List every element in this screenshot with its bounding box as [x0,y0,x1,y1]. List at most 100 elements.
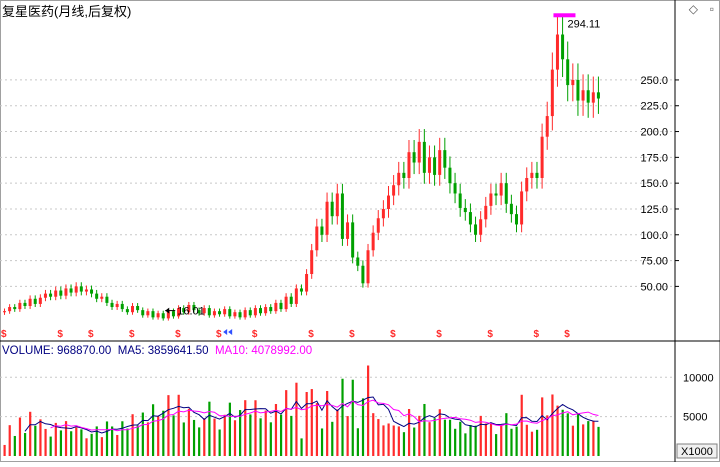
y-tick-label: 250.0 [640,75,668,87]
candle-body [381,208,385,219]
candle-body [110,302,114,308]
dividend-marker: $ [252,329,258,340]
candle-body [8,307,12,312]
volume-bar [346,416,349,456]
chart-title: 复星医药(月线,后复权) [2,4,132,19]
volume-bar [392,425,395,456]
candle-body [463,207,467,213]
volume-bar [259,418,262,456]
candle-body [156,313,160,318]
dividend-marker: $ [88,329,94,340]
volume-bar [95,426,98,456]
volume-legend: VOLUME: 968870.00 MA5: 3859641.50 MA10: … [2,345,313,357]
peak-highlight [553,13,576,18]
candle-body [136,306,140,311]
candle-body [499,183,503,196]
volume-bar [141,412,144,456]
candle-body [581,90,585,101]
ma10-legend-label: MA10 [214,345,245,357]
volume-bar [387,423,390,456]
candlestick-series[interactable] [3,15,600,321]
volume-bar [274,404,278,456]
volume-bar [244,400,247,456]
volume-bar [228,402,231,456]
volume-bar [320,428,324,456]
volume-bar [361,398,365,456]
volume-bar [182,422,185,456]
volume-bar [167,395,170,456]
dividend-marker: $ [216,329,222,340]
price-annotations: 294.11 16.01 [165,13,600,318]
volume-scale-label: X1000 [681,446,713,458]
candle-body [433,157,437,175]
candle-body [484,205,488,220]
candle-body [59,290,63,296]
candle-body [146,311,150,316]
volume-bar [571,425,575,456]
volume-bar [510,428,513,456]
candle-body [279,302,283,310]
dividend-marker: $ [436,329,442,340]
volume-bar [592,420,595,456]
candle-body [115,303,119,308]
volume-bar [331,421,334,456]
dividend-marker: $ [487,329,493,340]
low-arrow-icon [165,307,170,314]
volume-bars[interactable] [3,365,600,456]
candle-body [120,303,124,310]
ma5-legend-label: MA5 [117,345,142,357]
volume-legend-label: VOLUME [2,345,51,357]
candle-body [576,79,580,101]
volume-bar [151,404,155,456]
candle-body [54,290,58,297]
dividend-marker: $ [390,329,396,340]
volume-bar [75,427,78,456]
candle-body [289,296,293,304]
diamond-icon[interactable]: ◇ [688,2,698,16]
volume-bar [438,409,441,456]
candle-body [443,150,447,168]
candle-body [525,178,529,192]
volume-bar [576,413,580,456]
dividend-marker: $ [533,329,539,340]
volume-bar [203,418,206,456]
volume-bar [500,424,503,456]
scale-box [676,443,718,459]
candle-body [23,302,27,306]
candle-body [392,185,396,196]
volume-bar [198,427,201,456]
candle-body [453,183,457,194]
volume-bar [341,378,344,456]
volume-bar [177,394,180,456]
collapse-icon[interactable]: ▫ [709,2,714,16]
volume-bar [597,426,600,456]
candle-body [571,79,575,86]
candle-body [274,302,278,312]
candle-body [530,172,534,178]
candle-body [479,219,483,235]
candle-body [356,257,360,266]
candle-body [305,274,309,292]
candle-body [468,212,472,225]
candle-body [33,298,37,304]
volume-bar [356,428,359,456]
candle-body [458,193,462,208]
candle-body [38,297,42,304]
volume-bar [587,421,590,456]
volume-bar [111,426,114,456]
volume-bar [18,417,22,456]
volume-bar [433,418,436,456]
volume-bar [85,438,88,456]
candle-body [376,218,380,233]
high-price-label: 294.11 [567,18,600,30]
volume-bar [515,426,518,456]
volume-bar [162,410,165,456]
candle-body [596,92,600,99]
volume-bar [187,408,191,456]
volume-bar [279,414,283,456]
volume-bar [459,421,462,456]
candle-body [100,296,104,299]
candle-body [474,224,478,235]
